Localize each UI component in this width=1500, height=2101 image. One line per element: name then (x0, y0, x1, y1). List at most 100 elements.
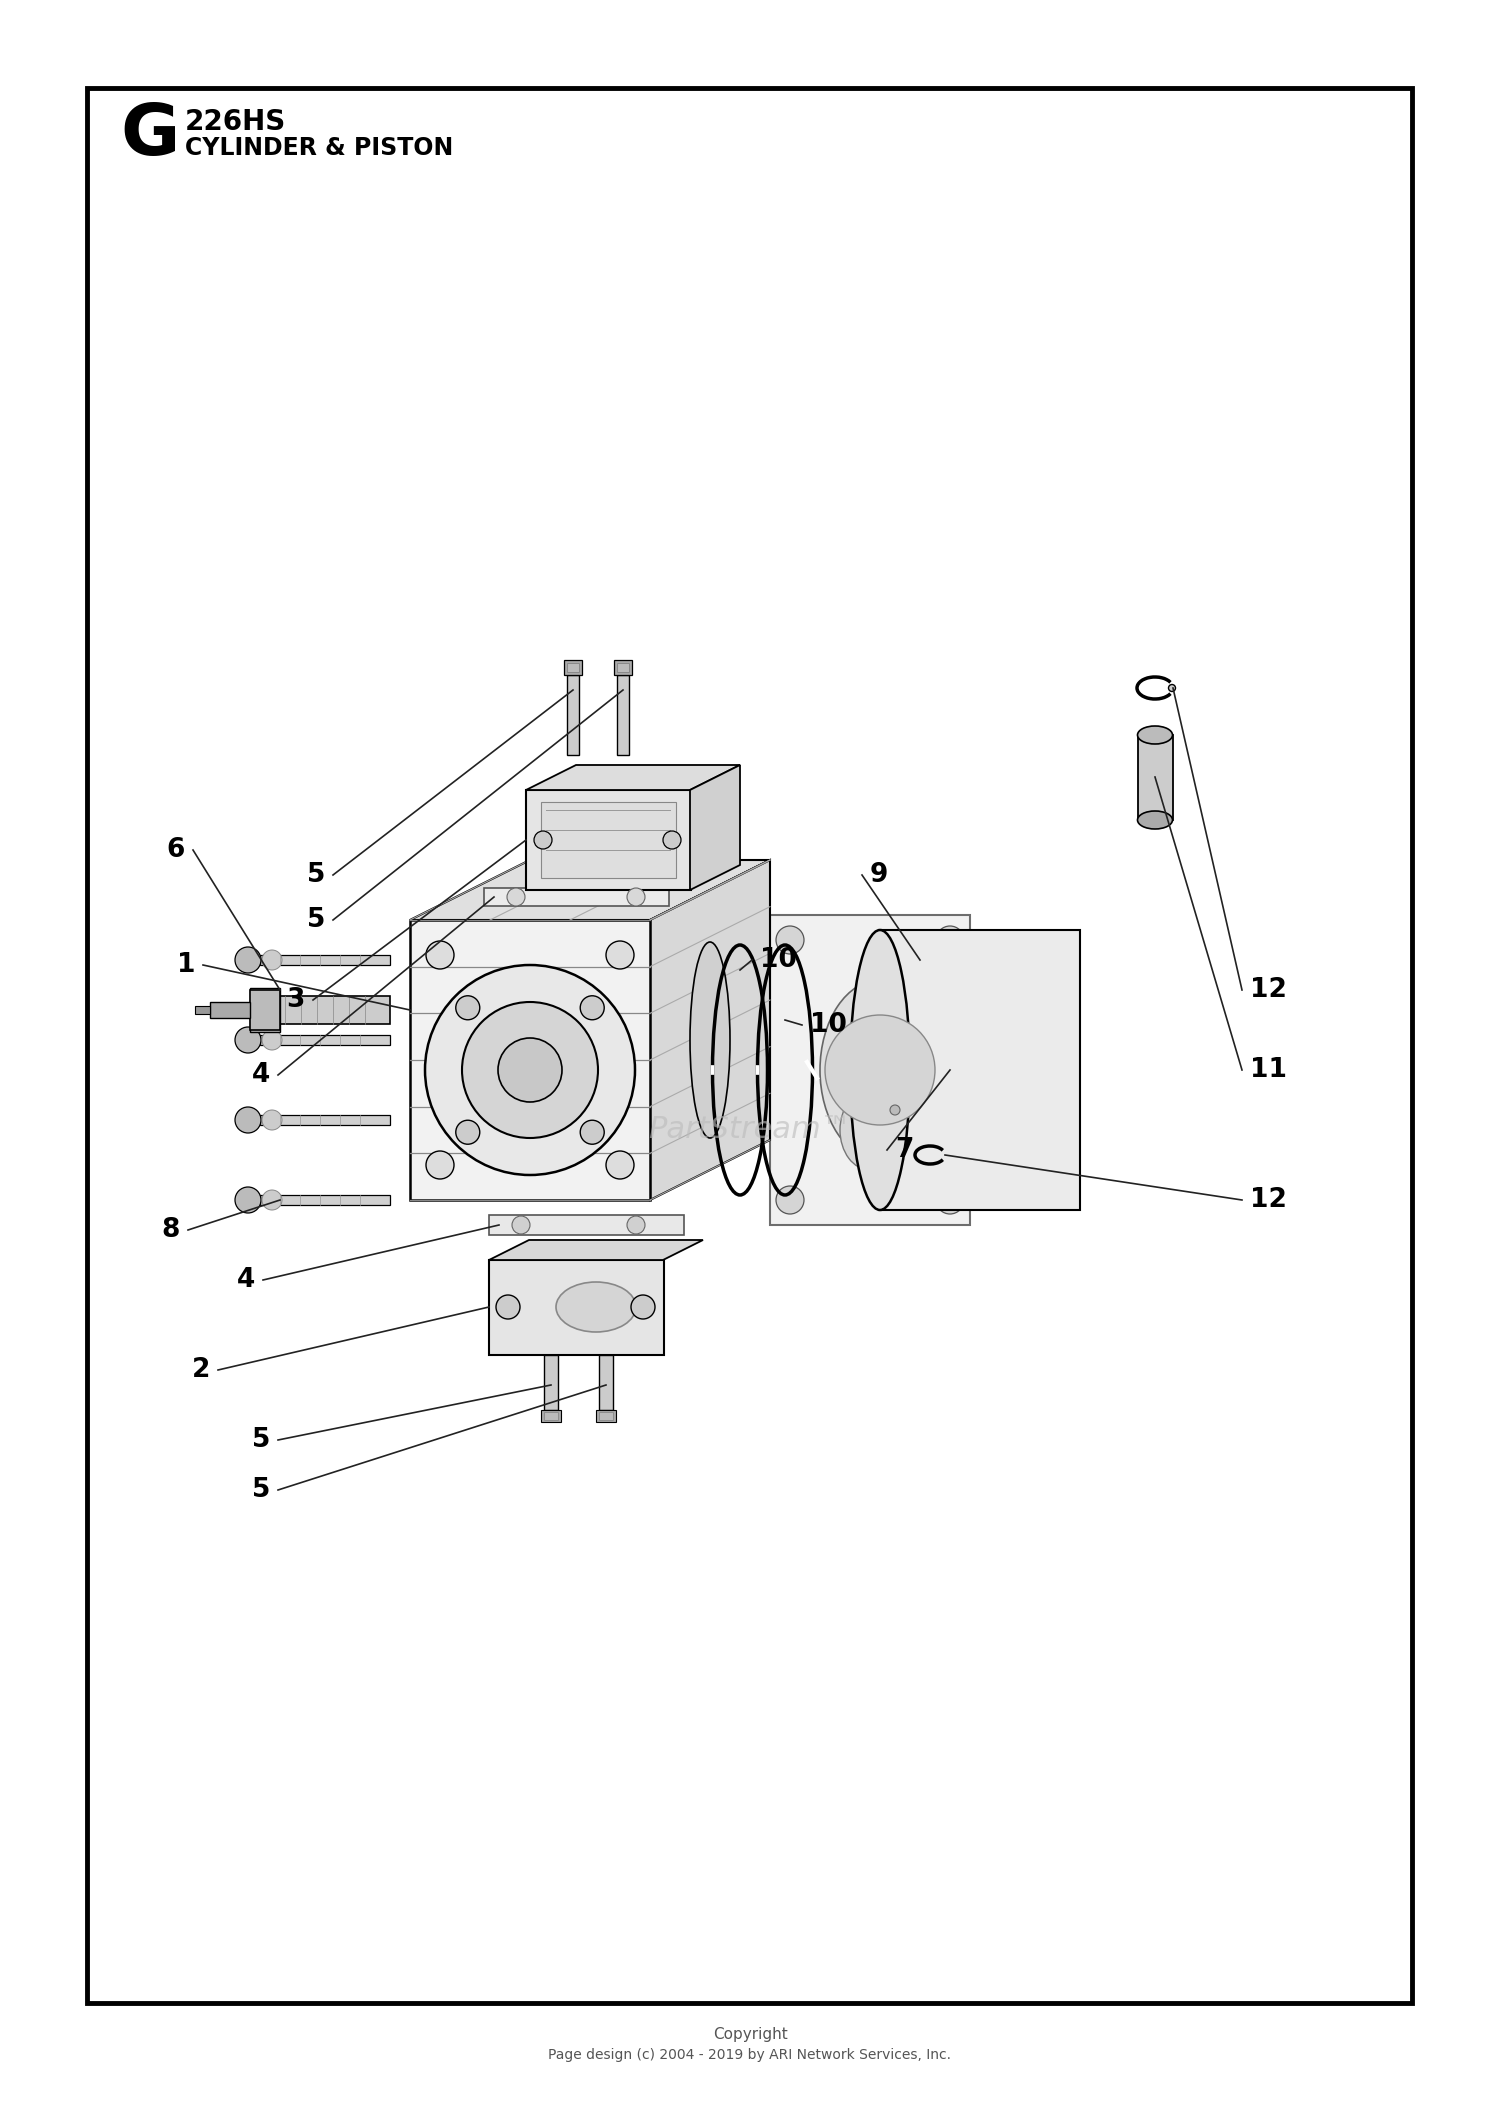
Circle shape (825, 1015, 934, 1124)
Text: 12: 12 (1250, 1187, 1287, 1212)
Bar (1138, 735, 1173, 819)
Circle shape (936, 927, 964, 954)
Bar (526, 790, 692, 891)
Text: G: G (120, 101, 180, 170)
Bar (544, 1355, 558, 1410)
Ellipse shape (840, 1090, 900, 1170)
Circle shape (627, 889, 645, 906)
Ellipse shape (556, 1282, 636, 1332)
Bar (210, 1002, 251, 1019)
Text: 10: 10 (760, 948, 796, 973)
Circle shape (456, 1120, 480, 1145)
Text: 5: 5 (306, 908, 326, 933)
Circle shape (620, 859, 640, 880)
Polygon shape (690, 765, 740, 891)
Text: 3: 3 (286, 987, 304, 1013)
Ellipse shape (850, 931, 910, 1210)
Text: 5: 5 (252, 1427, 270, 1454)
Bar (280, 996, 390, 1023)
Text: 9: 9 (870, 861, 888, 889)
Circle shape (498, 1038, 562, 1103)
Bar (598, 1355, 613, 1410)
Circle shape (776, 1185, 804, 1214)
Circle shape (936, 1185, 964, 1214)
Text: 12: 12 (1250, 977, 1287, 1002)
Circle shape (890, 1105, 900, 1116)
Ellipse shape (1137, 727, 1173, 744)
Bar (87, 88, 1411, 2002)
Circle shape (627, 1216, 645, 1233)
Bar (542, 1410, 561, 1422)
Bar (616, 664, 628, 672)
Bar (410, 920, 650, 1200)
Text: 7: 7 (896, 1137, 914, 1164)
Circle shape (236, 1107, 261, 1132)
Ellipse shape (1137, 811, 1173, 830)
Bar (880, 931, 1080, 1210)
Polygon shape (410, 859, 770, 920)
Polygon shape (489, 1240, 704, 1261)
Text: 2: 2 (192, 1357, 210, 1382)
Circle shape (512, 1216, 530, 1233)
Bar (260, 1195, 390, 1206)
Circle shape (426, 1151, 454, 1179)
Text: 4: 4 (252, 1061, 270, 1088)
Circle shape (262, 1189, 282, 1210)
Circle shape (1168, 685, 1176, 691)
Circle shape (663, 832, 681, 849)
Circle shape (456, 996, 480, 1019)
Bar (596, 1410, 616, 1422)
Circle shape (262, 1109, 282, 1130)
Text: 5: 5 (306, 861, 326, 889)
Text: CYLINDER & PISTON: CYLINDER & PISTON (184, 137, 453, 160)
Bar (567, 674, 579, 754)
Circle shape (580, 1120, 604, 1145)
Circle shape (496, 1294, 520, 1319)
Circle shape (632, 1294, 656, 1319)
Text: Copyright: Copyright (712, 2027, 788, 2042)
Bar (195, 1006, 210, 1015)
Bar (251, 990, 280, 1029)
Text: PartStream™: PartStream™ (648, 1116, 852, 1145)
Circle shape (262, 1029, 282, 1050)
Text: 6: 6 (166, 836, 184, 864)
Circle shape (534, 832, 552, 849)
Bar (616, 674, 628, 754)
Ellipse shape (821, 979, 940, 1160)
Bar (260, 1116, 390, 1124)
Bar (489, 1214, 684, 1235)
Bar (770, 916, 970, 1225)
Bar (484, 889, 669, 906)
Bar (489, 1261, 664, 1355)
Circle shape (236, 1027, 261, 1053)
Circle shape (236, 1187, 261, 1212)
Circle shape (507, 889, 525, 906)
Polygon shape (650, 859, 770, 1200)
Bar (260, 1036, 390, 1044)
Circle shape (236, 948, 261, 973)
Text: Page design (c) 2004 - 2019 by ARI Network Services, Inc.: Page design (c) 2004 - 2019 by ARI Netwo… (549, 2048, 951, 2061)
Ellipse shape (690, 941, 730, 1139)
Ellipse shape (950, 931, 1010, 1210)
Bar (544, 1412, 558, 1420)
Text: 11: 11 (1250, 1057, 1287, 1082)
Text: 10: 10 (810, 1013, 847, 1038)
Circle shape (462, 1002, 598, 1139)
Bar (542, 803, 676, 878)
Bar (567, 664, 579, 672)
Bar (260, 956, 390, 964)
Circle shape (426, 941, 454, 969)
Circle shape (580, 996, 604, 1019)
Text: 226HS: 226HS (184, 107, 286, 137)
Text: 4: 4 (237, 1267, 255, 1292)
Text: 5: 5 (252, 1477, 270, 1502)
Polygon shape (526, 765, 740, 790)
Circle shape (606, 941, 634, 969)
Circle shape (776, 927, 804, 954)
Text: 1: 1 (177, 952, 195, 977)
Bar (251, 987, 280, 1032)
Bar (598, 1412, 613, 1420)
Circle shape (262, 950, 282, 971)
Text: 8: 8 (162, 1216, 180, 1244)
Bar (614, 660, 632, 674)
